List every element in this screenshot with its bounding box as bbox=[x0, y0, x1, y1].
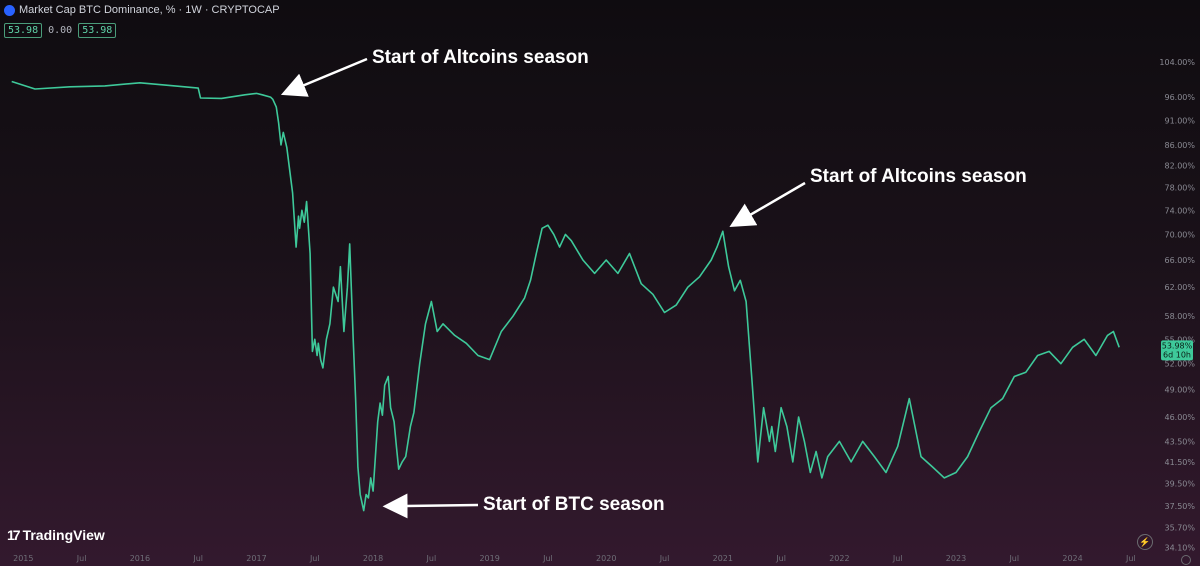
annotation-label: Start of Altcoins season bbox=[372, 47, 589, 68]
y-tick-label: 43.50% bbox=[1164, 437, 1195, 446]
annotation-arrow bbox=[729, 181, 806, 227]
value-box: 53.98 bbox=[4, 23, 43, 38]
x-tick-label: Jul bbox=[775, 554, 786, 563]
annotation-label: Start of Altcoins season bbox=[810, 166, 1027, 187]
y-tick-label: 74.00% bbox=[1164, 206, 1195, 215]
x-tick-label: 2016 bbox=[130, 554, 150, 563]
chart-header: Market Cap BTC Dominance, % · 1W · CRYPT… bbox=[4, 4, 280, 16]
x-tick-label: Jul bbox=[309, 554, 320, 563]
x-tick-label: Jul bbox=[192, 554, 203, 563]
y-tick-label: 49.00% bbox=[1164, 386, 1195, 395]
y-tick-label: 52.00% bbox=[1164, 360, 1195, 369]
x-tick-label: 2015 bbox=[13, 554, 33, 563]
dominance-line bbox=[11, 80, 1120, 512]
y-tick-label: 46.00% bbox=[1164, 413, 1195, 422]
y-tick-label: 82.00% bbox=[1164, 162, 1195, 171]
x-tick-label: Jul bbox=[542, 554, 553, 563]
x-tick-label: 2023 bbox=[946, 554, 966, 563]
x-tick-label: Jul bbox=[659, 554, 670, 563]
y-tick-label: 86.00% bbox=[1164, 141, 1195, 150]
y-tick-label: 55.00% bbox=[1164, 335, 1195, 344]
y-tick-label: 58.00% bbox=[1164, 312, 1195, 321]
change-value: 0.00 bbox=[48, 25, 73, 36]
x-tick-label: 2019 bbox=[479, 554, 499, 563]
brand-name: TradingView bbox=[22, 527, 105, 543]
settings-gear-icon[interactable] bbox=[1181, 555, 1191, 565]
x-tick-label: Jul bbox=[1125, 554, 1136, 563]
annotation-arrow bbox=[280, 57, 368, 97]
value-box: 53.98 bbox=[78, 23, 117, 38]
last-value-badge bbox=[1161, 340, 1193, 361]
y-tick-label: 62.00% bbox=[1164, 283, 1195, 292]
y-tick-label: 78.00% bbox=[1164, 183, 1195, 192]
lightning-icon[interactable]: ⚡ bbox=[1137, 534, 1153, 550]
y-tick-label: 34.10% bbox=[1164, 543, 1195, 552]
x-tick-label: 2022 bbox=[829, 554, 849, 563]
annotation-label: Start of BTC season bbox=[483, 494, 665, 515]
x-tick-label: Jul bbox=[76, 554, 87, 563]
y-tick-label: 91.00% bbox=[1164, 116, 1195, 125]
y-tick-label: 35.70% bbox=[1164, 523, 1195, 532]
x-tick-label: Jul bbox=[892, 554, 903, 563]
y-tick-label: 66.00% bbox=[1164, 256, 1195, 265]
y-tick-label: 39.50% bbox=[1164, 479, 1195, 488]
cryptocap-logo-icon bbox=[4, 4, 15, 16]
x-tick-label: Jul bbox=[1008, 554, 1019, 563]
symbol-title[interactable]: Market Cap BTC Dominance, % · 1W · CRYPT… bbox=[19, 4, 280, 16]
x-tick-label: 2024 bbox=[1062, 554, 1082, 563]
tradingview-brand[interactable]: 17 TradingView bbox=[7, 527, 105, 543]
y-tick-label: 41.50% bbox=[1164, 458, 1195, 467]
x-tick-label: 2018 bbox=[363, 554, 383, 563]
y-tick-label: 104.00% bbox=[1159, 58, 1195, 67]
y-tick-label: 70.00% bbox=[1164, 230, 1195, 239]
tradingview-logo-icon: 17 bbox=[7, 527, 21, 543]
y-tick-label: 37.50% bbox=[1164, 502, 1195, 511]
x-tick-label: 2017 bbox=[246, 554, 266, 563]
annotation-arrow bbox=[382, 493, 479, 519]
countdown-label: 6d 10h bbox=[1163, 350, 1191, 359]
x-tick-label: 2021 bbox=[713, 554, 733, 563]
last-value-label: 53.98% bbox=[1162, 341, 1193, 350]
x-tick-label: 2020 bbox=[596, 554, 616, 563]
y-tick-label: 96.00% bbox=[1164, 93, 1195, 102]
x-tick-label: Jul bbox=[426, 554, 437, 563]
ohlc-values: 53.98 0.00 53.98 bbox=[4, 23, 117, 38]
